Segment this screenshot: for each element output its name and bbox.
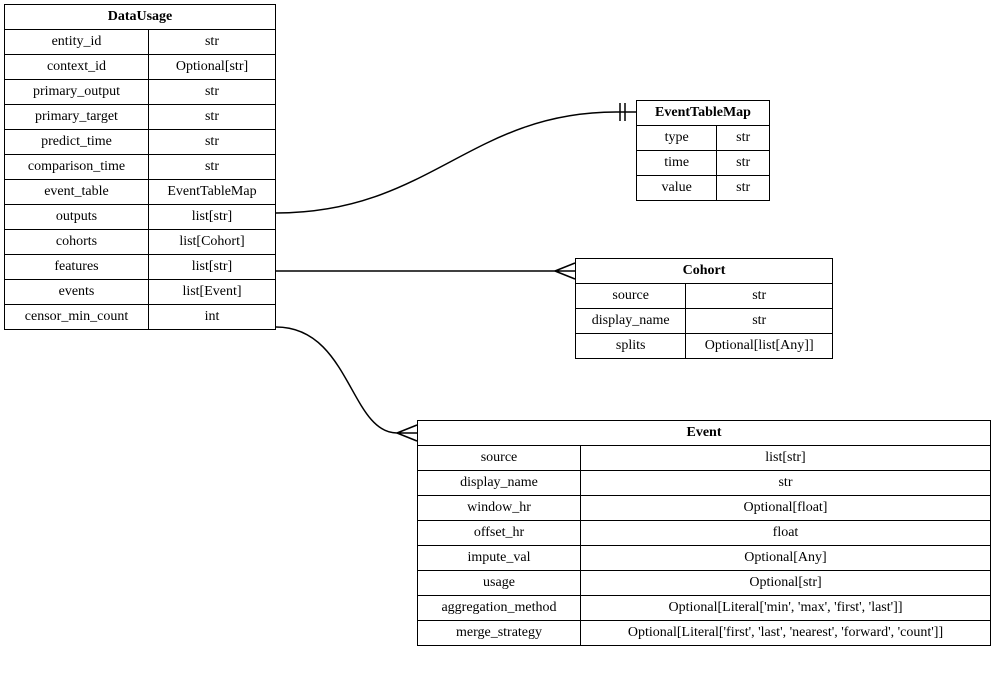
field-name: value [637,176,717,201]
table-row: usageOptional[str] [418,571,991,596]
field-name: event_table [5,180,149,205]
field-name: entity_id [5,30,149,55]
field-type: Optional[list[Any]] [686,334,833,359]
table-row: timestr [637,151,770,176]
entity-title: Cohort [576,259,833,284]
entity-cohort: Cohort sourcestr display_namestr splitsO… [575,258,833,359]
entity-title: EventTableMap [637,101,770,126]
field-name: time [637,151,717,176]
field-type: list[Event] [148,280,275,305]
entity-title: DataUsage [5,5,276,30]
table-row: entity_idstr [5,30,276,55]
entity-data-usage: DataUsage entity_idstr context_idOptiona… [4,4,276,330]
field-name: comparison_time [5,155,149,180]
table-row: censor_min_countint [5,305,276,330]
field-name: features [5,255,149,280]
table-row: event_tableEventTableMap [5,180,276,205]
entity-rows: typestr timestr valuestr [637,126,770,201]
field-type: Optional[Literal['min', 'max', 'first', … [580,596,990,621]
field-name: source [576,284,686,309]
field-name: merge_strategy [418,621,581,646]
table-row: typestr [637,126,770,151]
table-row: offset_hrfloat [418,521,991,546]
field-name: events [5,280,149,305]
table-row: comparison_timestr [5,155,276,180]
field-name: outputs [5,205,149,230]
table-row: primary_outputstr [5,80,276,105]
table-row: eventslist[Event] [5,280,276,305]
field-type: float [580,521,990,546]
table-row: valuestr [637,176,770,201]
field-type: Optional[str] [148,55,275,80]
field-name: impute_val [418,546,581,571]
table-row: aggregation_methodOptional[Literal['min'… [418,596,991,621]
field-name: context_id [5,55,149,80]
table-row: outputslist[str] [5,205,276,230]
edge-du-events-to-event [276,327,397,433]
field-type: str [148,30,275,55]
field-name: primary_target [5,105,149,130]
table-row: display_namestr [576,309,833,334]
entity-rows: sourcelist[str] display_namestr window_h… [418,446,991,646]
field-type: Optional[Literal['first', 'last', 'neare… [580,621,990,646]
field-type: list[str] [148,205,275,230]
field-name: usage [418,571,581,596]
table-row: impute_valOptional[Any] [418,546,991,571]
field-name: cohorts [5,230,149,255]
field-name: splits [576,334,686,359]
field-name: source [418,446,581,471]
table-row: sourcelist[str] [418,446,991,471]
entity-rows: sourcestr display_namestr splitsOptional… [576,284,833,359]
crowfoot-many-icon [397,425,417,441]
field-name: censor_min_count [5,305,149,330]
entity-event: Event sourcelist[str] display_namestr wi… [417,420,991,646]
table-row: display_namestr [418,471,991,496]
table-row: predict_timestr [5,130,276,155]
table-row: splitsOptional[list[Any]] [576,334,833,359]
field-type: Optional[float] [580,496,990,521]
field-type: str [148,130,275,155]
field-type: str [148,105,275,130]
table-row: merge_strategyOptional[Literal['first', … [418,621,991,646]
field-type: str [580,471,990,496]
field-type: str [717,176,770,201]
field-type: str [686,309,833,334]
field-type: int [148,305,275,330]
crowfoot-many-icon [555,263,575,279]
field-type: str [148,155,275,180]
table-row: window_hrOptional[float] [418,496,991,521]
table-row: context_idOptional[str] [5,55,276,80]
field-type: str [717,151,770,176]
entity-event-table-map: EventTableMap typestr timestr valuestr [636,100,770,201]
table-row: primary_targetstr [5,105,276,130]
field-name: type [637,126,717,151]
field-name: window_hr [418,496,581,521]
field-type: str [148,80,275,105]
field-name: display_name [418,471,581,496]
table-row: cohortslist[Cohort] [5,230,276,255]
field-type: Optional[Any] [580,546,990,571]
table-row: sourcestr [576,284,833,309]
field-name: aggregation_method [418,596,581,621]
field-type: Optional[str] [580,571,990,596]
field-type: list[Cohort] [148,230,275,255]
field-name: primary_output [5,80,149,105]
entity-title: Event [418,421,991,446]
field-name: offset_hr [418,521,581,546]
field-name: predict_time [5,130,149,155]
field-name: display_name [576,309,686,334]
field-type: list[str] [580,446,990,471]
entity-rows: entity_idstr context_idOptional[str] pri… [5,30,276,330]
field-type: str [686,284,833,309]
field-type: EventTableMap [148,180,275,205]
field-type: list[str] [148,255,275,280]
edge-du-eventtable-to-etm [276,112,616,213]
table-row: featureslist[str] [5,255,276,280]
field-type: str [717,126,770,151]
